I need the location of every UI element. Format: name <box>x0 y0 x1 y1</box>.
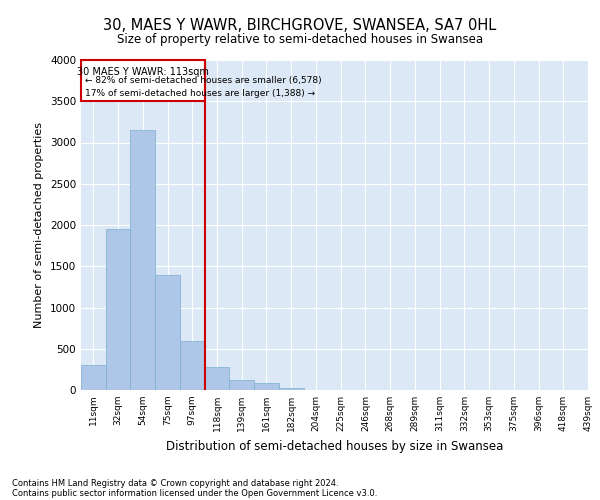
Bar <box>81 365 106 390</box>
Text: Contains public sector information licensed under the Open Government Licence v3: Contains public sector information licen… <box>12 488 377 498</box>
Y-axis label: Number of semi-detached properties: Number of semi-detached properties <box>34 122 44 328</box>
X-axis label: Distribution of semi-detached houses by size in Swansea: Distribution of semi-detached houses by … <box>166 440 503 452</box>
Text: 30 MAES Y WAWR: 113sqm: 30 MAES Y WAWR: 113sqm <box>77 66 209 76</box>
Text: ← 82% of semi-detached houses are smaller (6,578): ← 82% of semi-detached houses are smalle… <box>85 76 322 84</box>
Bar <box>130 130 155 390</box>
FancyBboxPatch shape <box>81 60 205 101</box>
Text: Contains HM Land Registry data © Crown copyright and database right 2024.: Contains HM Land Registry data © Crown c… <box>12 478 338 488</box>
Bar <box>155 274 180 390</box>
Text: 17% of semi-detached houses are larger (1,388) →: 17% of semi-detached houses are larger (… <box>85 90 315 98</box>
Bar <box>279 388 304 390</box>
Text: 30, MAES Y WAWR, BIRCHGROVE, SWANSEA, SA7 0HL: 30, MAES Y WAWR, BIRCHGROVE, SWANSEA, SA… <box>103 18 497 32</box>
Bar <box>254 384 279 390</box>
Bar <box>229 380 254 390</box>
Bar <box>180 340 205 390</box>
Text: Size of property relative to semi-detached houses in Swansea: Size of property relative to semi-detach… <box>117 34 483 46</box>
Bar <box>205 367 229 390</box>
Bar <box>106 229 130 390</box>
